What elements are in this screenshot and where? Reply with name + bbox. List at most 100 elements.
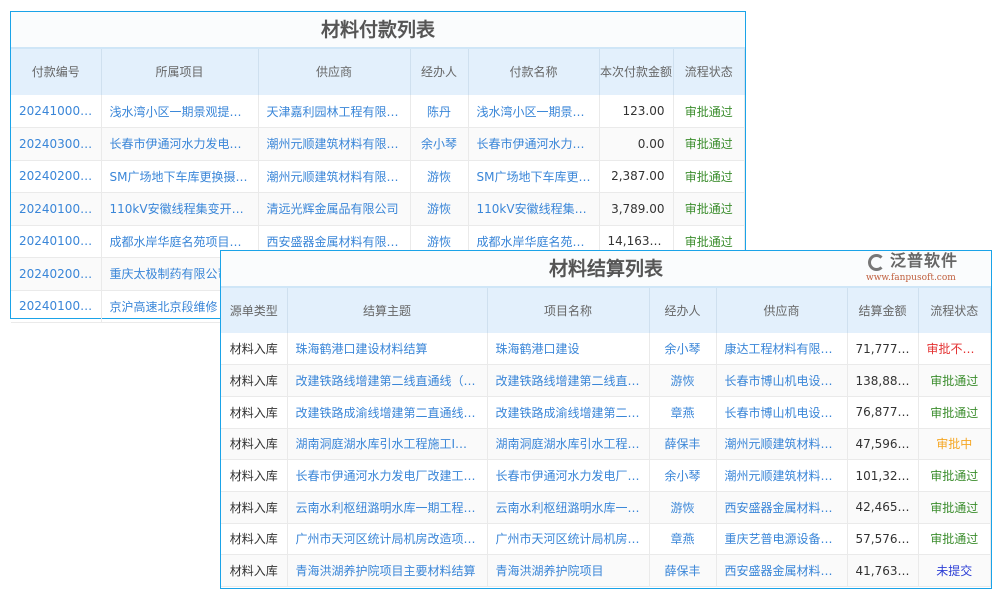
column-header: 项目名称 [487,288,650,333]
table-cell[interactable]: 游恢 [410,160,469,193]
table-cell[interactable]: 长春市伊通河水力发电厂… [487,459,650,492]
table-cell[interactable]: 改建铁路成渝线增建第二… [487,396,650,429]
table-cell[interactable]: 珠海鹤港口建设材料结算 [287,333,488,366]
table-row[interactable]: 材料入库 长春市伊通河水力发电厂改建工程… 长春市伊通河水力发电厂… 余小琴 潮州元顺建… [221,459,991,492]
table-cell[interactable]: 长春市博山机电设备… [716,396,848,429]
table-cell[interactable]: 青海洪湖养护院项目 [487,554,650,587]
status-badge[interactable]: 审批通过 [673,192,745,226]
table-cell[interactable]: 珠海鹤港口建设 [487,333,650,366]
table-cell[interactable]: 余小琴 [649,459,717,492]
table-cell[interactable]: 2024020012 [11,160,102,193]
table-cell[interactable]: 天津嘉利园林工程有限… [258,95,411,128]
table-cell[interactable]: 广州市天河区统计局机房… [487,523,650,556]
table-row[interactable]: 材料入库 云南水利枢纽潞明水库一期工程施… 云南水利枢纽潞明水库一… 游恢 西安盛器金属… [221,491,991,524]
status-badge[interactable]: 审批通过 [918,523,991,556]
table-cell[interactable]: 薛保丰 [649,428,717,461]
table-cell[interactable]: 浅水湾小区一期景观提… [101,95,259,128]
table-row[interactable]: 材料入库 改建铁路线增建第二线直通线（成… 改建铁路线增建第二线直… 游恢 长春市博山机… [221,364,991,397]
table-cell[interactable]: 西安盛器金属材料有… [716,554,848,587]
table-cell[interactable]: 湖南洞庭湖水库引水工程施工I标材… [287,428,488,461]
table-cell[interactable]: 2024020011 [11,257,102,291]
table-cell: 42,465.00 [847,491,919,524]
table-cell[interactable]: 康达工程材料有限公司 [716,333,848,366]
table-cell[interactable]: 云南水利枢纽潞明水库一期工程施… [287,491,488,524]
status-badge[interactable]: 审批通过 [918,491,991,524]
table-row[interactable]: 材料入库 湖南洞庭湖水库引水工程施工I标材… 湖南洞庭湖水库引水工程… 薛保丰 潮州元顺… [221,428,991,461]
table-cell[interactable]: 潮州元顺建筑材料有限… [258,127,411,161]
table-cell: 41,763.00 [847,554,919,587]
status-badge[interactable]: 审批通过 [673,127,745,161]
status-badge[interactable]: 审批通过 [918,396,991,429]
table-cell[interactable]: 改建铁路线增建第二线直通线（成… [287,364,488,397]
table-row[interactable]: 2024030007 长春市伊通河水力发电… 潮州元顺建筑材料有限… 余小琴 长春市伊通… [11,127,745,161]
table-cell: 材料入库 [221,523,288,556]
table-cell[interactable]: 广州市天河区统计局机房改造项目… [287,523,488,556]
table-cell[interactable]: 2024010008 [11,290,102,323]
column-header: 经办人 [649,288,717,333]
column-header: 流程状态 [918,288,991,333]
status-badge[interactable]: 审批通过 [673,95,745,128]
table-cell: 57,576.00 [847,523,919,556]
table-cell[interactable]: 潮州元顺建筑材料有… [716,459,848,492]
status-badge[interactable]: 审批通过 [918,459,991,492]
table-cell: 76,877.00 [847,396,919,429]
table-cell[interactable]: 长春市博山机电设备… [716,364,848,397]
table-row[interactable]: 材料入库 广州市天河区统计局机房改造项目… 广州市天河区统计局机房… 章燕 重庆艺普电源… [221,523,991,556]
table-cell[interactable]: 云南水利枢纽潞明水库一… [487,491,650,524]
table-cell[interactable]: 2024010010 [11,192,102,226]
table-cell[interactable]: 章燕 [649,523,717,556]
table-cell[interactable]: 湖南洞庭湖水库引水工程… [487,428,650,461]
table-cell[interactable]: 长春市伊通河水力发电… [101,127,259,161]
table-cell[interactable]: 改建铁路线增建第二线直… [487,364,650,397]
status-badge[interactable]: 审批中 [918,428,991,461]
table-cell: 101,320… [847,459,919,492]
table-row[interactable]: 材料入库 青海洪湖养护院项目主要材料结算 青海洪湖养护院项目 薛保丰 西安盛器金属材料有… [221,554,991,587]
column-header: 结算主题 [287,288,488,333]
table-cell[interactable]: 长春市伊通河水力发电厂改建工程… [287,459,488,492]
table-cell[interactable]: 潮州元顺建筑材料有限… [258,160,411,193]
table-cell[interactable]: 余小琴 [649,333,717,366]
table-cell: 138,888… [847,364,919,397]
table-cell[interactable]: 改建铁路成渝线增建第二直通线（… [287,396,488,429]
table-cell[interactable]: 西安盛器金属材料有… [716,491,848,524]
table-cell[interactable]: 2024100001 [11,95,102,128]
table-row[interactable]: 2024020012 SM广场地下车库更换摄… 潮州元顺建筑材料有限… 游恢 SM广场地… [11,160,745,193]
table-cell: 材料入库 [221,333,288,366]
table-row[interactable]: 材料入库 改建铁路成渝线增建第二直通线（… 改建铁路成渝线增建第二… 章燕 长春市博山机… [221,396,991,429]
table-cell[interactable]: 潮州元顺建筑材料有… [716,428,848,461]
table-cell[interactable]: 2024030007 [11,127,102,161]
column-header: 供应商 [258,49,411,95]
table-cell[interactable]: 清远光辉金属品有限公司 [258,192,411,226]
table-cell: 材料入库 [221,396,288,429]
table-cell[interactable]: 游恢 [649,491,717,524]
settlement-list-title: 材料结算列表 [221,251,991,288]
table-cell[interactable]: 110kV安徽线程集变开断… [101,192,259,226]
table-cell[interactable]: 长春市伊通河水力… [468,127,600,161]
table-cell[interactable]: 2024010009 [11,225,102,258]
column-header: 结算金额 [847,288,919,333]
table-cell[interactable]: SM广场地下车库更换摄… [101,160,259,193]
table-cell[interactable]: 余小琴 [410,127,469,161]
status-badge[interactable]: 审批通过 [918,364,991,397]
settlement-list-panel: 材料结算列表 源单类型 结算主题 项目名称 经办人 供应商 结算金额 流程状态 材料入库 珠海鹤… [220,250,992,589]
table-row[interactable]: 2024100001 浅水湾小区一期景观提… 天津嘉利园林工程有限… 陈丹 浅水湾小区一… [11,95,745,128]
table-cell[interactable]: 游恢 [649,364,717,397]
table-cell[interactable]: 110kV安徽线程集变… [468,192,600,226]
table-cell[interactable]: 薛保丰 [649,554,717,587]
table-cell[interactable]: 青海洪湖养护院项目主要材料结算 [287,554,488,587]
table-cell: 3,789.00 [599,192,674,226]
table-row[interactable]: 材料入库 珠海鹤港口建设材料结算 珠海鹤港口建设 余小琴 康达工程材料有限公司 71,77… [221,333,991,366]
table-cell[interactable]: 重庆艺普电源设备有… [716,523,848,556]
status-badge[interactable]: 审批不通过 [918,333,991,366]
table-cell[interactable]: SM广场地下车库更… [468,160,600,193]
column-header: 经办人 [410,49,469,95]
column-header: 付款名称 [468,49,600,95]
table-cell[interactable]: 章燕 [649,396,717,429]
table-cell[interactable]: 陈丹 [410,95,469,128]
status-badge[interactable]: 审批通过 [673,160,745,193]
table-cell[interactable]: 浅水湾小区一期景… [468,95,600,128]
table-row[interactable]: 2024010010 110kV安徽线程集变开断… 清远光辉金属品有限公司 游恢 110… [11,192,745,226]
payment-list-title: 材料付款列表 [11,12,745,49]
table-cell[interactable]: 游恢 [410,192,469,226]
status-badge[interactable]: 未提交 [918,554,991,587]
